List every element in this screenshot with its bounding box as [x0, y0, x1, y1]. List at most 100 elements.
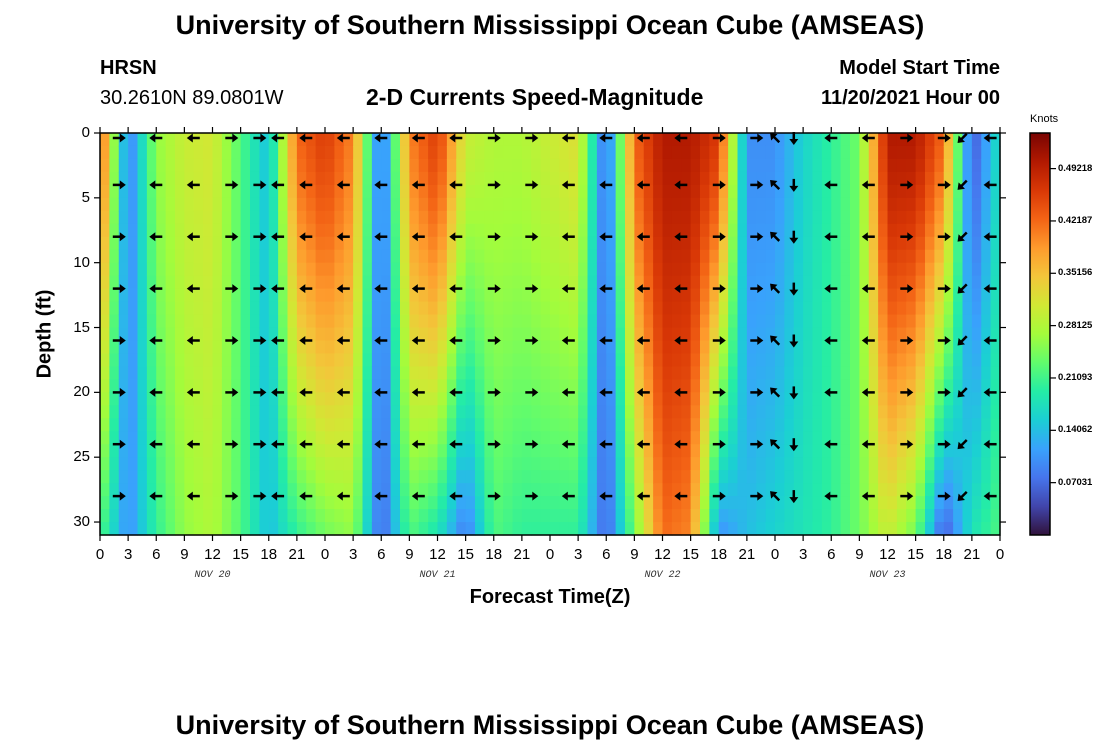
current-arrow — [900, 180, 914, 190]
heatmap-cell — [690, 509, 701, 523]
heatmap-cell — [325, 236, 335, 251]
heatmap-cell — [137, 262, 148, 277]
heatmap-cell — [925, 353, 935, 368]
heatmap-cell — [118, 340, 129, 355]
heatmap-cell — [606, 314, 617, 329]
heatmap-cell — [868, 275, 879, 290]
heatmap-cell — [175, 353, 185, 368]
heatmap-cell — [793, 171, 804, 186]
heatmap-cell — [643, 275, 654, 290]
heatmap-cell — [887, 158, 898, 173]
heatmap-cell — [250, 210, 260, 225]
heatmap-cell — [606, 405, 617, 419]
heatmap-cell — [953, 353, 964, 368]
heatmap-cell — [146, 210, 157, 225]
heatmap-cell — [231, 379, 242, 393]
heatmap-cell — [925, 470, 935, 484]
current-arrow — [449, 491, 463, 501]
heatmap-cell — [268, 483, 279, 497]
heatmap-cell — [625, 379, 635, 393]
heatmap-cell — [925, 496, 935, 510]
heatmap-cell — [334, 275, 345, 290]
heatmap-cell — [784, 275, 795, 290]
heatmap-cell — [390, 340, 401, 355]
heatmap-cell — [137, 392, 148, 406]
heatmap-cell — [540, 444, 551, 458]
heatmap-cell — [971, 184, 982, 199]
heatmap-cell — [212, 184, 223, 199]
heatmap-cell — [484, 171, 495, 186]
heatmap-cell — [428, 133, 439, 147]
heatmap-cell — [193, 522, 204, 536]
heatmap-cell — [503, 249, 514, 264]
heatmap-cell — [596, 340, 607, 355]
heatmap-cell — [296, 158, 307, 173]
heatmap-cell — [681, 171, 692, 186]
heatmap-cell — [231, 223, 242, 238]
current-arrow — [411, 133, 425, 143]
heatmap-cell — [156, 457, 167, 471]
heatmap-cell — [550, 327, 560, 342]
heatmap-cell — [812, 483, 823, 497]
heatmap-cell — [746, 418, 757, 432]
heatmap-cell — [681, 457, 692, 471]
heatmap-cell — [371, 158, 382, 173]
heatmap-cell — [325, 184, 335, 199]
heatmap-cell — [371, 262, 382, 277]
current-arrow — [712, 284, 726, 294]
model-start-label: Model Start Time — [839, 57, 1000, 79]
heatmap-cell — [306, 158, 317, 173]
heatmap-cell — [690, 133, 701, 147]
heatmap-cell — [559, 249, 570, 264]
heatmap-cell — [343, 133, 354, 147]
current-arrow — [487, 336, 501, 345]
current-arrow — [374, 232, 388, 242]
heatmap-cell — [381, 379, 392, 393]
heatmap-cell — [193, 133, 204, 147]
heatmap-cell — [925, 210, 935, 225]
heatmap-cell — [868, 392, 879, 406]
heatmap-cell — [784, 301, 795, 316]
heatmap-cell — [371, 431, 382, 445]
current-arrow — [770, 133, 781, 144]
heatmap-cell — [878, 470, 889, 484]
current-arrow — [299, 180, 313, 190]
heatmap-cell — [737, 145, 748, 160]
heatmap-cell — [446, 262, 457, 277]
heatmap-cell — [606, 431, 617, 445]
heatmap-cell — [184, 366, 195, 380]
heatmap-cell — [690, 353, 701, 368]
heatmap-cell — [503, 509, 514, 523]
heatmap-cell — [643, 340, 654, 355]
current-arrow — [525, 180, 539, 190]
heatmap-cell — [728, 522, 739, 536]
heatmap-cell — [221, 145, 232, 160]
heatmap-cell — [128, 133, 139, 147]
heatmap-cell — [203, 314, 214, 329]
heatmap-cell — [475, 327, 485, 342]
heatmap-cell — [578, 262, 589, 277]
heatmap-cell — [146, 249, 157, 264]
heatmap-cell — [203, 275, 214, 290]
heatmap-cell — [465, 522, 476, 536]
heatmap-cell — [812, 133, 823, 147]
heatmap-cell — [840, 288, 851, 303]
heatmap-cell — [615, 392, 626, 406]
current-arrow — [336, 439, 350, 449]
heatmap-cell — [765, 340, 776, 355]
heatmap-cell — [503, 522, 514, 536]
heatmap-cell — [550, 288, 560, 303]
current-arrow — [411, 232, 425, 242]
heatmap-cell — [409, 327, 420, 342]
heatmap-cell — [906, 496, 917, 510]
heatmap-cell — [887, 210, 898, 225]
current-arrow — [271, 387, 285, 397]
heatmap-cell — [728, 327, 739, 342]
heatmap-cell — [493, 249, 504, 264]
heatmap-cell — [962, 392, 973, 406]
heatmap-cell — [268, 223, 279, 238]
current-arrow — [861, 336, 875, 345]
heatmap-cell — [400, 288, 410, 303]
heatmap-cell — [606, 171, 617, 186]
heatmap-cell — [803, 340, 814, 355]
